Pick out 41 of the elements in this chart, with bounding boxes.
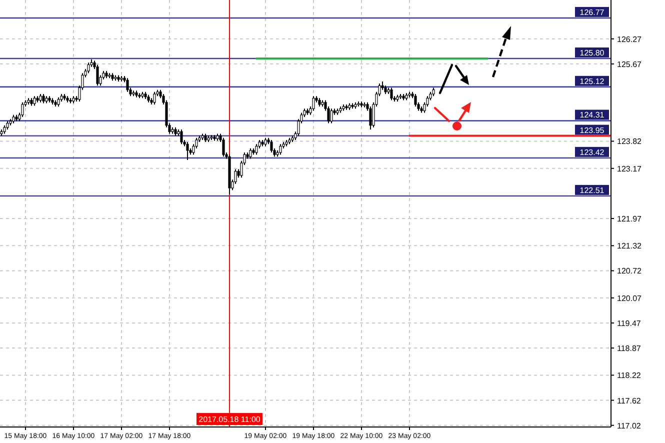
y-tick-label: 120.07 (617, 294, 642, 303)
ref-line-label: 122.51 (580, 186, 605, 195)
candlestick (312, 96, 315, 112)
ref-line-label: 123.42 (580, 148, 605, 157)
y-tick-label: 119.47 (617, 318, 642, 328)
candlestick (330, 108, 333, 124)
y-tick-label: 121.97 (617, 214, 642, 224)
y-tick-label: 125.67 (617, 60, 642, 69)
y-tick-label: 120.72 (617, 266, 642, 276)
ref-line-label: 123.95 (580, 126, 605, 135)
candlestick (21, 102, 24, 118)
ref-line-label: 125.12 (580, 76, 605, 86)
candlestick (180, 129, 183, 145)
ref-line-label: 125.80 (580, 48, 605, 58)
candlestick (369, 106, 372, 130)
candlestick (186, 142, 189, 161)
y-tick-label: 117.02 (617, 421, 642, 430)
candlestick (153, 91, 156, 105)
candlestick (249, 148, 252, 160)
x-tick-label: 2017.05.18 11:00 (198, 415, 261, 424)
candlestick (270, 139, 273, 153)
candlestick (33, 96, 36, 106)
y-tick-label: 126.27 (617, 34, 642, 44)
candlestick (222, 137, 225, 158)
y-tick-label: 123.17 (617, 164, 642, 174)
y-tick-label: 118.87 (617, 344, 642, 354)
candlestick (126, 78, 129, 92)
y-tick-label: 121.32 (617, 242, 642, 251)
candlestick (57, 96, 60, 108)
ref-line-label: 124.31 (580, 110, 605, 120)
candlestick (414, 94, 417, 108)
candlestick (255, 144, 258, 156)
candlestick (42, 94, 45, 104)
candlestick (279, 144, 282, 156)
candlestick (390, 87, 393, 101)
ref-line-label: 126.77 (580, 8, 605, 17)
candlestick (96, 64, 99, 86)
y-tick-label: 118.22 (617, 371, 642, 380)
y-tick-label: 117.62 (617, 396, 642, 406)
candlestick (87, 62, 90, 74)
y-tick-label: 123.82 (617, 137, 642, 146)
